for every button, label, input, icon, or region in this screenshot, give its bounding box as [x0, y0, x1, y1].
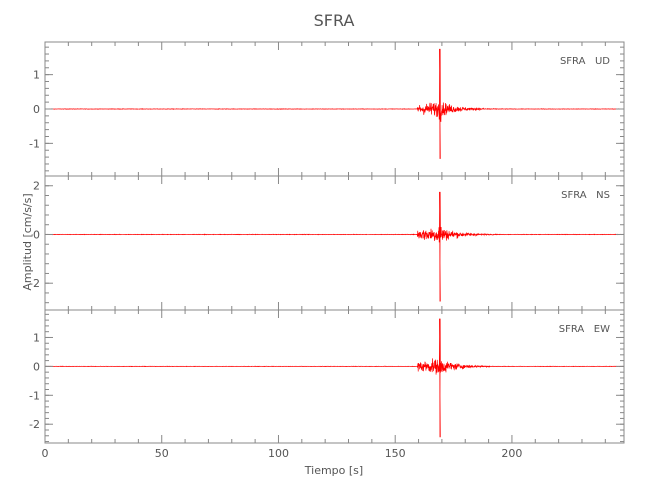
y-tick-label: 1: [33, 331, 40, 344]
panel-1: -1 0 1 SFRA UD: [29, 41, 625, 177]
y-tick-label: 0: [33, 103, 40, 116]
y-tick-label: 0: [33, 228, 40, 241]
y-tick-label: -1: [29, 137, 40, 150]
y-tick-label: -2: [29, 277, 40, 290]
y-tick-label: 1: [33, 69, 40, 82]
y-axis-label: Amplitud [cm/s/s]: [21, 193, 34, 290]
panel-label: SFRA NS: [561, 190, 610, 201]
panel-frame: [44, 309, 625, 444]
y-tick-label: -2: [29, 418, 40, 431]
x-tick-label: 0: [42, 447, 49, 460]
trace-line: [44, 48, 625, 159]
trace-line: [45, 191, 625, 302]
y-tick-label: 0: [33, 360, 40, 373]
panels-group: -1 0 1 SFRA UD -2 0 2 SFRA NS -2 -1 0 1 SFRA EW 0 50 10…: [29, 41, 625, 460]
y-tick-label: -1: [29, 389, 40, 402]
panel-2: -2 0 2 SFRA NS: [29, 175, 625, 311]
x-tick-label: 200: [501, 447, 522, 460]
panel-label: SFRA EW: [559, 324, 610, 335]
x-tick-label: 100: [268, 447, 289, 460]
x-tick-label: 150: [385, 447, 406, 460]
x-tick-label: 50: [155, 447, 169, 460]
y-tick-label: 2: [33, 180, 40, 193]
x-axis-label: Tiempo [s]: [304, 464, 363, 477]
panel-3: -2 -1 0 1 SFRA EW: [29, 309, 625, 444]
panel-label: SFRA UD: [560, 56, 610, 67]
panel-frame: [44, 175, 625, 311]
trace-line: [44, 318, 625, 438]
chart-title: SFRA: [314, 11, 355, 30]
